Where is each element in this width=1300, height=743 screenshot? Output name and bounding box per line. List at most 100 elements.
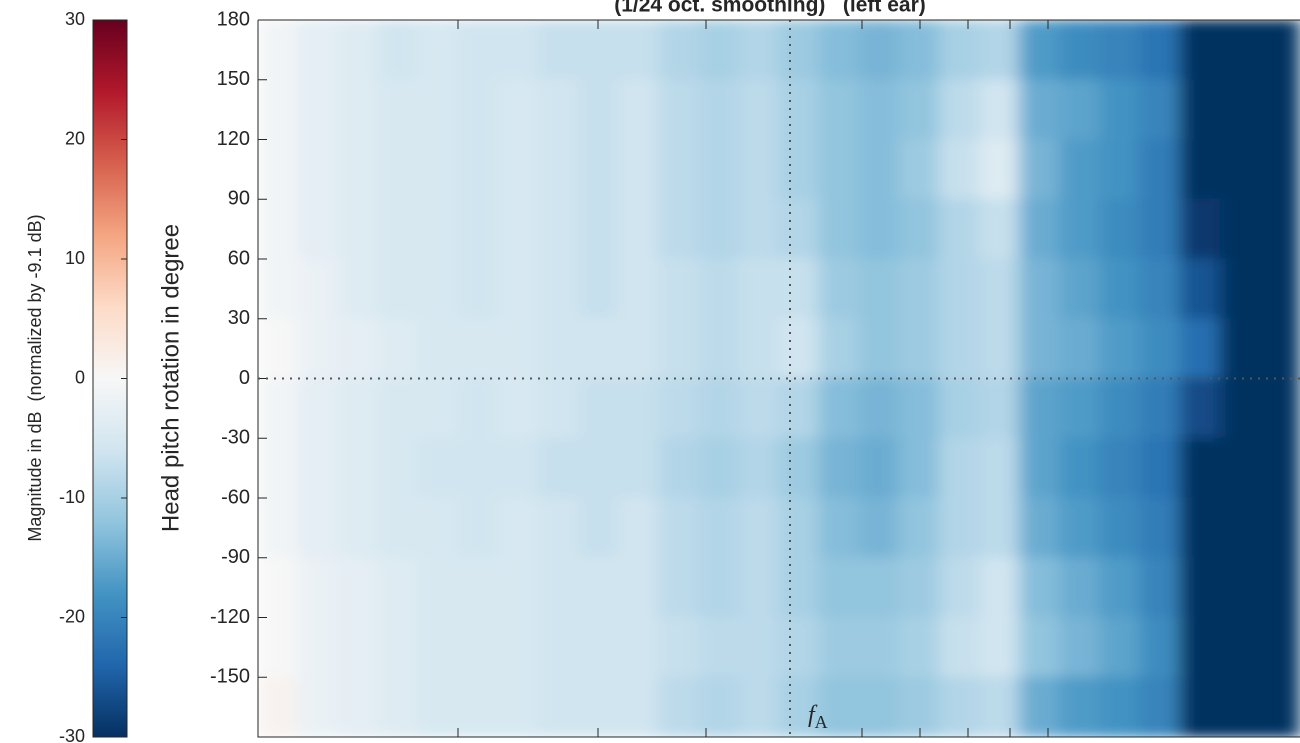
- heat-cell: [658, 198, 700, 260]
- heat-cell: [1099, 258, 1141, 320]
- heat-cell: [1059, 198, 1101, 260]
- y-tick-label: -120: [210, 606, 250, 628]
- heat-cell: [898, 676, 940, 737]
- heat-cell: [1179, 258, 1221, 320]
- heat-cell: [1018, 198, 1061, 260]
- heat-cell: [898, 378, 940, 439]
- heat-cell: [778, 258, 820, 320]
- heat-cell: [898, 139, 940, 200]
- heat-cell: [337, 557, 379, 618]
- y-tick-label: -150: [210, 666, 250, 688]
- heat-cell: [1139, 79, 1181, 140]
- heat-cell: [1059, 378, 1101, 439]
- colorbar-label: Magnitude in dB (normalized by -9.1 dB): [25, 214, 45, 541]
- annotation-symbol: f: [808, 702, 818, 728]
- heat-cell: [738, 617, 780, 678]
- heat-cell: [738, 497, 780, 559]
- heat-cell: [1179, 79, 1221, 140]
- heat-cell: [1259, 20, 1300, 81]
- heat-cell: [417, 258, 459, 320]
- heat-cell: [618, 20, 660, 81]
- heat-cell: [938, 497, 980, 559]
- heat-cell: [698, 258, 740, 320]
- heat-cell: [1059, 79, 1101, 140]
- heat-cell: [1139, 198, 1181, 260]
- heat-cell: [1018, 378, 1061, 439]
- heat-cell: [1139, 497, 1181, 559]
- heat-cell: [778, 557, 820, 618]
- heat-cell: [738, 198, 780, 260]
- heat-cell: [658, 79, 700, 140]
- heat-cell: [1099, 497, 1141, 559]
- heat-cell: [377, 20, 419, 81]
- annotation: fA: [808, 702, 828, 733]
- heat-cell: [658, 557, 700, 618]
- y-tick-label: 120: [217, 128, 250, 150]
- heat-cell: [818, 198, 860, 260]
- colorbar-tick-label: 10: [65, 248, 85, 268]
- heat-cell: [858, 139, 900, 200]
- heat-cell: [1259, 557, 1300, 618]
- heat-cell: [417, 20, 459, 81]
- heat-cell: [1259, 676, 1300, 737]
- heat-cell: [698, 79, 740, 140]
- heat-cell: [1018, 557, 1061, 618]
- heat-cell: [658, 378, 700, 439]
- heat-cell: [698, 437, 740, 499]
- heat-cell: [457, 318, 499, 379]
- heat-cell: [978, 557, 1020, 618]
- heat-cell: [297, 318, 339, 379]
- heat-cell: [1018, 20, 1061, 81]
- heat-cell: [497, 497, 540, 559]
- heat-cell: [538, 198, 580, 260]
- heat-cell: [1059, 557, 1101, 618]
- heat-cell: [778, 198, 820, 260]
- heat-cell: [497, 557, 540, 618]
- heat-cell: [1259, 139, 1300, 200]
- heat-cell: [1099, 378, 1141, 439]
- heat-cell: [377, 198, 419, 260]
- heat-cell: [738, 318, 780, 379]
- heat-cell: [337, 79, 379, 140]
- heat-cell: [858, 318, 900, 379]
- heat-cell: [1219, 198, 1261, 260]
- heat-cell: [578, 617, 620, 678]
- heat-cell: [618, 497, 660, 559]
- heat-cell: [1219, 617, 1261, 678]
- heat-cell: [297, 497, 339, 559]
- heat-cell: [457, 378, 499, 439]
- heat-cell: [938, 198, 980, 260]
- heat-cell: [578, 198, 620, 260]
- heat-cell: [978, 258, 1020, 320]
- heat-cell: [457, 497, 499, 559]
- heat-cell: [258, 557, 299, 618]
- heat-cell: [698, 20, 740, 81]
- heat-cell: [1099, 318, 1141, 379]
- heat-cell: [497, 318, 540, 379]
- heat-cell: [1059, 497, 1101, 559]
- heat-cell: [778, 497, 820, 559]
- heat-cell: [457, 557, 499, 618]
- heat-cell: [898, 557, 940, 618]
- heat-cell: [377, 139, 419, 200]
- heat-cell: [698, 617, 740, 678]
- heat-cell: [497, 198, 540, 260]
- y-tick-label: 180: [217, 8, 250, 30]
- heat-cell: [417, 139, 459, 200]
- heat-cell: [377, 378, 419, 439]
- y-tick-label: 0: [239, 367, 250, 389]
- heat-cell: [818, 318, 860, 379]
- heat-cell: [818, 437, 860, 499]
- heat-cell: [497, 258, 540, 320]
- heat-cell: [337, 139, 379, 200]
- heat-cell: [337, 617, 379, 678]
- heat-cell: [858, 557, 900, 618]
- heat-cell: [938, 378, 980, 439]
- heat-cell: [297, 617, 339, 678]
- heat-cell: [297, 378, 339, 439]
- heat-cell: [1179, 497, 1221, 559]
- heat-cell: [618, 676, 660, 737]
- heat-cell: [778, 318, 820, 379]
- y-tick-label: -60: [221, 486, 250, 508]
